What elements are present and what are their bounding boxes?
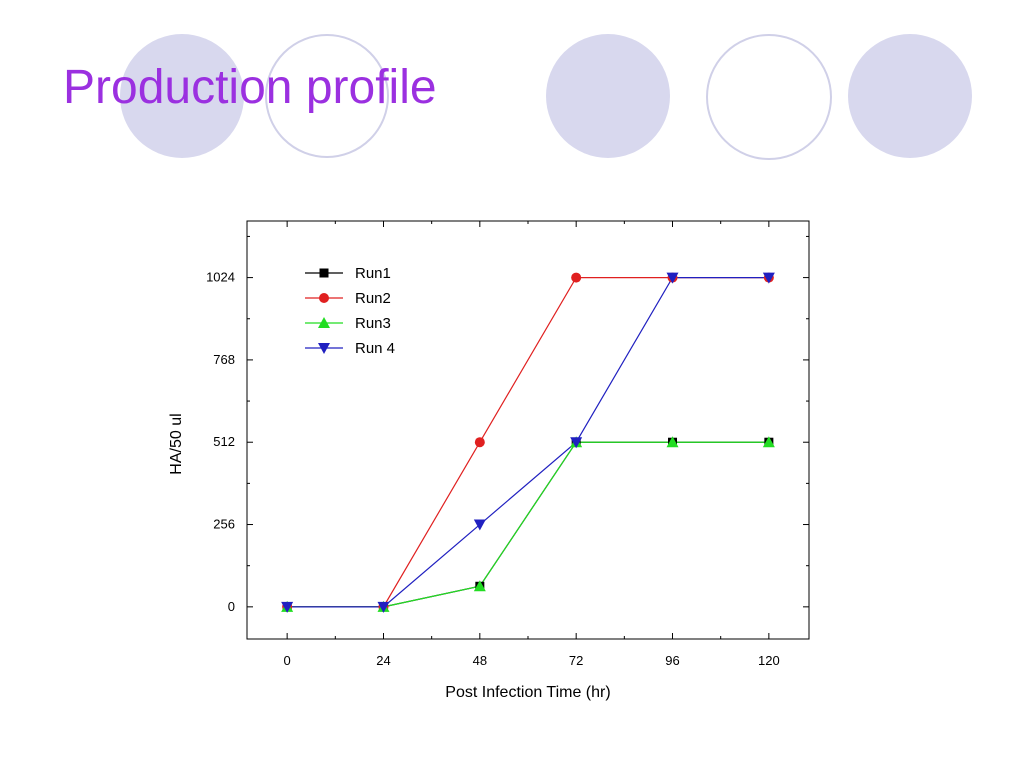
series-line-run4 bbox=[287, 276, 769, 608]
x-tick-label: 48 bbox=[473, 653, 487, 668]
y-tick-label: 1024 bbox=[206, 270, 235, 285]
legend-marker-run2 bbox=[319, 293, 329, 303]
y-tick-label: 0 bbox=[228, 599, 235, 614]
data-point-run4 bbox=[570, 437, 583, 449]
x-tick-label: 120 bbox=[758, 653, 780, 668]
legend-marker-run3 bbox=[318, 317, 330, 328]
axis-tick-labels: 0 24 48 72 96 120 0 256 512 768 1024 bbox=[206, 270, 780, 668]
decorative-circle-5 bbox=[848, 34, 972, 158]
data-point-run3 bbox=[473, 580, 486, 592]
data-point-run2 bbox=[474, 437, 485, 448]
y-tick-label: 768 bbox=[213, 352, 235, 367]
y-tick-label: 256 bbox=[213, 517, 235, 532]
plot-area-frame bbox=[246, 220, 810, 640]
slide-title: Production profile bbox=[63, 61, 437, 114]
legend-label-run4: Run 4 bbox=[355, 340, 395, 357]
series-lines bbox=[287, 276, 769, 608]
data-point-run4 bbox=[762, 272, 775, 284]
series-line-run1 bbox=[287, 441, 769, 608]
decorative-circle-1 bbox=[120, 34, 244, 158]
legend-label-run3: Run3 bbox=[355, 315, 391, 332]
legend-marker-run4 bbox=[318, 343, 330, 354]
data-point-run2 bbox=[571, 272, 582, 283]
y-tick-label: 512 bbox=[213, 434, 235, 449]
data-point-run3 bbox=[666, 436, 679, 448]
decorative-circle-3 bbox=[546, 34, 670, 158]
data-point-run4 bbox=[377, 601, 390, 613]
legend-label-run1: Run1 bbox=[355, 265, 391, 282]
x-tick-label: 96 bbox=[665, 653, 679, 668]
series-line-run3 bbox=[287, 441, 769, 608]
x-axis-label: Post Infection Time (hr) bbox=[445, 684, 610, 701]
data-point-run4 bbox=[281, 601, 294, 613]
y-axis-label: HA/50 ul bbox=[168, 413, 185, 474]
x-tick-label: 0 bbox=[284, 653, 291, 668]
x-tick-label: 24 bbox=[376, 653, 390, 668]
data-point-run3 bbox=[762, 436, 775, 448]
series-markers bbox=[281, 272, 775, 613]
decorative-circle-4 bbox=[706, 34, 832, 160]
axis-ticks bbox=[247, 221, 809, 639]
legend-label-run2: Run2 bbox=[355, 290, 391, 307]
legend: Run1 Run2 Run3 Run 4 bbox=[305, 265, 395, 357]
legend-marker-run1 bbox=[319, 268, 329, 278]
decorative-circle-2 bbox=[265, 34, 389, 158]
data-point-run4 bbox=[473, 519, 486, 531]
x-tick-label: 72 bbox=[569, 653, 583, 668]
data-point-run4 bbox=[666, 272, 679, 284]
